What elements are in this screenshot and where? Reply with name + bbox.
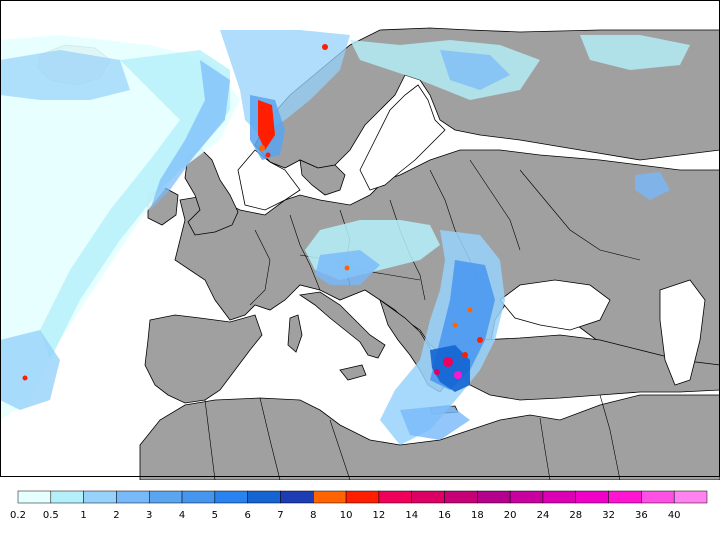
precip-atlantic-band-2: [40, 50, 230, 360]
legend-swatch: [575, 490, 609, 504]
legend-label: 36: [635, 510, 648, 521]
legend-label: 4: [179, 510, 185, 521]
legend-swatch: [345, 490, 380, 504]
legend-label: 7: [277, 510, 283, 521]
legend-swatch: [181, 490, 216, 504]
legend-swatch: [247, 490, 281, 504]
land-turkey: [454, 334, 720, 401]
precip-norway-cell-2: [265, 152, 271, 158]
legend-label: 14: [405, 510, 418, 521]
legend-swatch: [116, 490, 150, 504]
legend-label: 24: [537, 510, 550, 521]
legend-swatch: [608, 490, 642, 504]
legend-label: 2: [113, 510, 119, 521]
legend-label: 8: [310, 510, 316, 521]
legend-swatch: [280, 490, 314, 504]
legend-label: 32: [602, 510, 615, 521]
land-iberia: [144, 314, 263, 404]
precip-far-east-north: [580, 35, 690, 70]
precip-crete-area: [400, 405, 470, 440]
precip-atlantic-band-3: [150, 60, 230, 210]
legend-swatch: [477, 490, 511, 504]
precip-greece-heavy: [430, 345, 470, 392]
land-south-scandinavia: [299, 159, 346, 196]
legend-label: 40: [668, 510, 681, 521]
precip-atlantic-cell: [22, 375, 28, 381]
legend-label: 1: [80, 510, 86, 521]
precip-greece-cell-1: [443, 357, 453, 367]
land-italy: [298, 291, 386, 359]
sea-black: [499, 279, 611, 331]
legend-label: 16: [438, 510, 451, 521]
precipitation-overlay: [0, 30, 690, 445]
legend-swatch: [83, 490, 117, 504]
legend-label: 10: [340, 510, 353, 521]
legend-label: 6: [244, 510, 250, 521]
precip-alps-cell: [344, 265, 350, 271]
legend-swatch: [444, 490, 478, 504]
legend-swatch: [641, 490, 675, 504]
inland-seas: [237, 84, 706, 386]
precip-balkan-cell-1: [467, 307, 473, 313]
legend-label: 3: [146, 510, 152, 521]
legend-swatch: [509, 490, 544, 504]
legend-label: 0.5: [43, 510, 59, 521]
precip-north-cell: [322, 44, 328, 50]
precip-atlantic-southwest: [0, 330, 60, 410]
precip-balkan-cell-3: [477, 337, 483, 343]
legend-swatch: [542, 490, 577, 504]
precip-greece-cell-2: [454, 371, 462, 379]
legend-label: 18: [471, 510, 484, 521]
legend-label: 0.2: [10, 510, 26, 521]
precip-norway-cell: [259, 145, 265, 151]
legend-swatch: [148, 490, 183, 504]
legend-swatch: [411, 490, 445, 504]
legend-color-bar: [17, 490, 708, 504]
legend-swatch: [313, 490, 347, 504]
precip-norway-heavy: [258, 100, 275, 150]
sea-baltic: [359, 84, 446, 191]
legend-swatch: [50, 490, 84, 504]
legend-swatch: [214, 490, 248, 504]
precip-scandinavia-north-2: [440, 50, 510, 90]
precip-iceland: [0, 50, 130, 100]
precip-scandinavia-north: [350, 40, 540, 100]
precip-greece-cell-3: [434, 369, 440, 375]
legend-tick-labels: 0.2 0.5 1 2 3 4 5 6 7 8 10 12 14 16 18 20 24 28 32 36 40: [10, 510, 681, 521]
legend-label: 12: [373, 510, 386, 521]
land-great-britain: [184, 147, 239, 236]
color-scale-legend: 0.2 0.5 1 2 3 4 5 6 7 8 10 12 14 16 18 20 24 28 32 36 40: [10, 490, 708, 521]
legend-label: 20: [504, 510, 517, 521]
legend-label: 5: [212, 510, 218, 521]
sea-caspian: [659, 279, 706, 386]
land-corsica-sardinia: [287, 314, 303, 353]
legend-swatch: [17, 490, 52, 504]
legend-swatch: [673, 490, 708, 504]
land-sicily: [339, 364, 367, 381]
land-masses: [37, 27, 720, 480]
legend-label: 28: [569, 510, 582, 521]
legend-swatch: [378, 490, 412, 504]
precip-balkan-cell-2: [452, 322, 458, 328]
precip-greece-cell-4: [462, 352, 468, 358]
precip-russia-patch: [635, 172, 670, 200]
precipitation-map: [0, 0, 720, 480]
